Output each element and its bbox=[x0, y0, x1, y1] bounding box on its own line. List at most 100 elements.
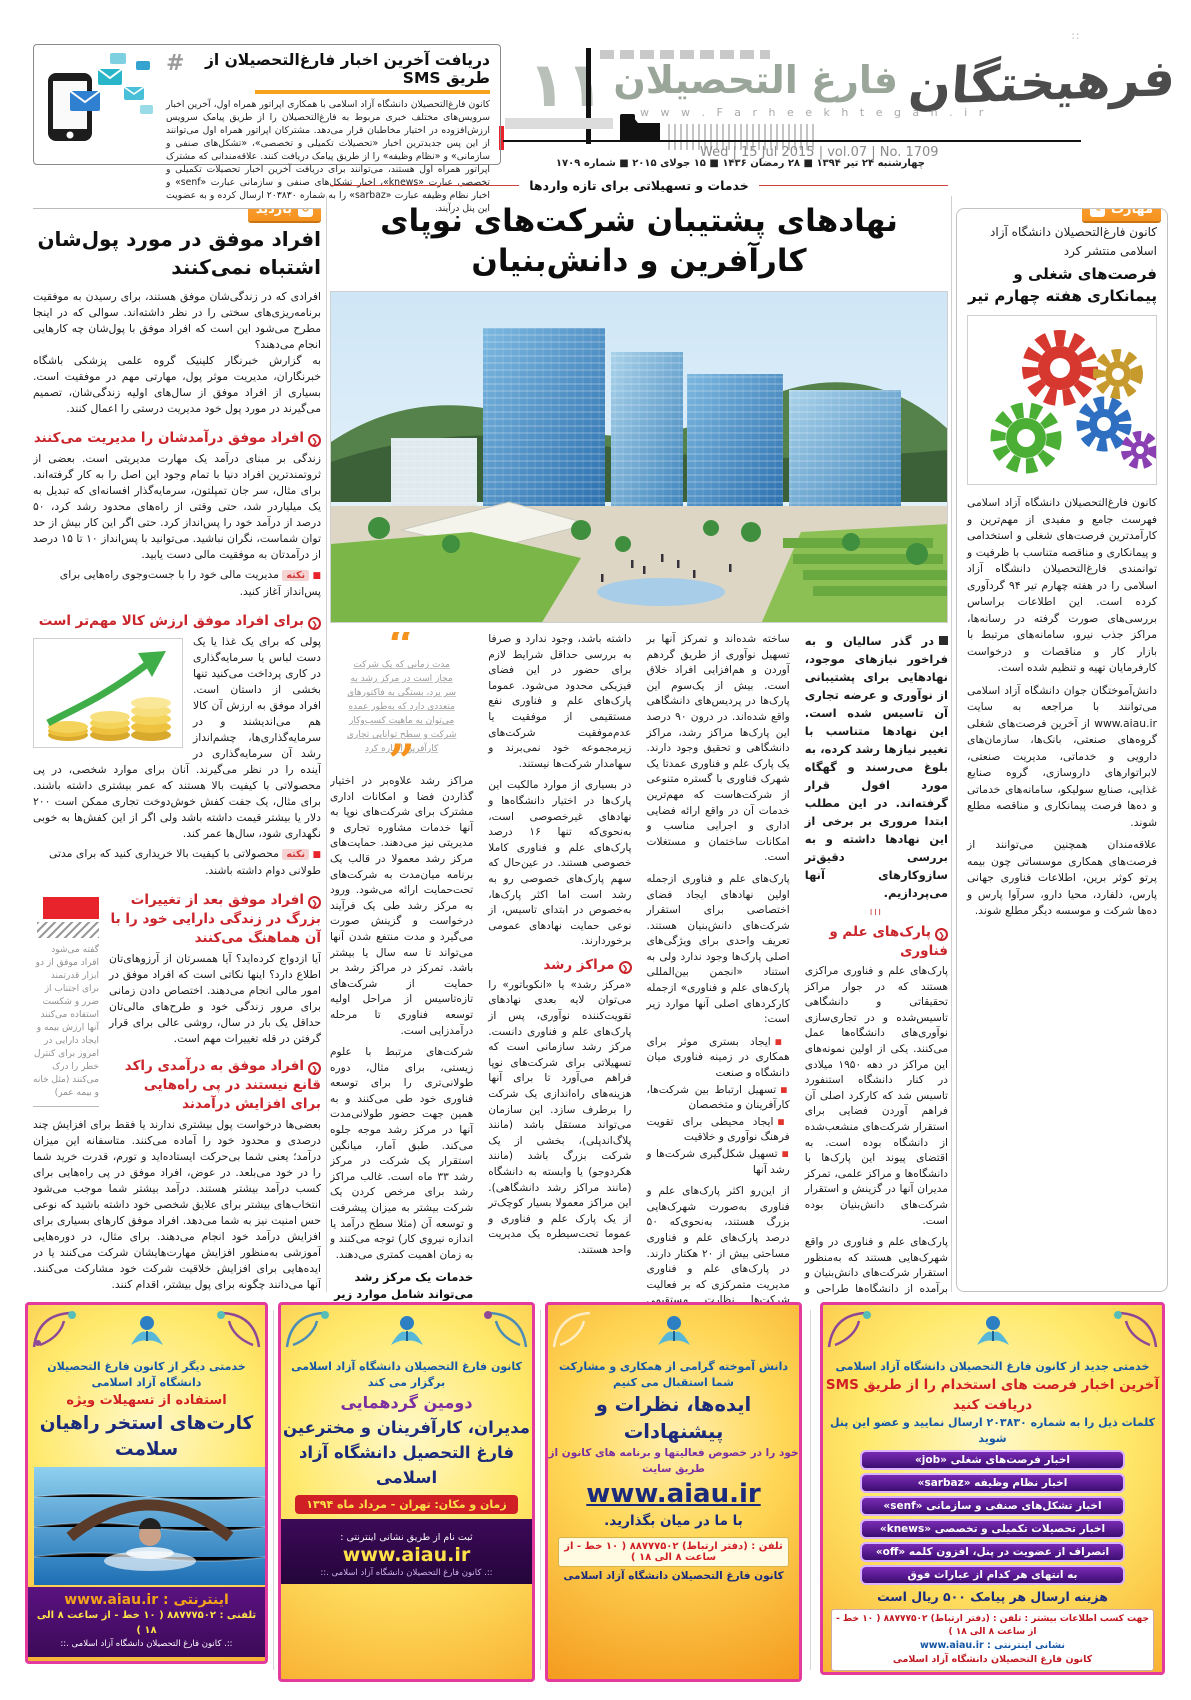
visit-intro: به گزارش خبرنگار کلینیک گروه علمی پزشکی … bbox=[33, 354, 321, 415]
ad2-line2: دومین گردهمایی bbox=[340, 1393, 473, 1412]
arrow-circle-icon: ❮ bbox=[308, 434, 321, 447]
list-item: تسهیل شکل‌گیری شرکت‌ها و رشد آنها bbox=[647, 1146, 790, 1178]
ad1-footer: اینترنتی : www.aiau.ir تلفنی : ۸۸۷۷۷۵۰۲ … bbox=[28, 1587, 265, 1657]
science-park-render-image bbox=[330, 291, 948, 623]
visit-tab-icon: ↻ bbox=[298, 209, 313, 217]
skill-paragraph: علاقه‌مندان همچنین می‌توانند از فرصت‌های… bbox=[967, 838, 1157, 917]
ad3-line1: دانش آموخته گرامی از همکاری و مشارکت شما… bbox=[559, 1360, 788, 1389]
visit-section-3: گفته می‌شود افراد موفق از دو ابزار قدرتم… bbox=[33, 891, 321, 1292]
visit-section-body: بعضی‌ها درخواست پول بیشتری ندارند یا فقط… bbox=[33, 1118, 321, 1291]
ad-sms-job-news: خدمتی جدید از کانون فارغ التحصیلان دانشگ… bbox=[820, 1302, 1165, 1675]
sms-keyword-pill: اخبار فرصت‌های شغلی «job» bbox=[860, 1450, 1125, 1470]
ad3-line3: با ما در میان بگذارید. bbox=[604, 1513, 743, 1529]
ad4-info-phone: جهت کسب اطلاعات بیشتر : تلفن : (دفتر ارت… bbox=[836, 1614, 1149, 1637]
alumni-association-logo bbox=[823, 1311, 1162, 1357]
floral-ornament bbox=[1114, 1311, 1158, 1348]
newspaper-website: w w w . F a r h e e k h t e g a n . i r bbox=[640, 106, 988, 119]
ad1-website: اینترنتی : www.aiau.ir bbox=[64, 1592, 229, 1608]
column-divider bbox=[326, 196, 327, 1292]
sms-keyword-pill: اخبار نظام وظیفه «sarbaz» bbox=[860, 1473, 1125, 1493]
ad-divider bbox=[273, 1310, 274, 1670]
services-list-title: خدمات یک مرکز رشد می‌تواند شامل موارد زی… bbox=[334, 1270, 474, 1302]
visit-section-tab: ↻ بازدید bbox=[247, 209, 321, 221]
ad2-website: www.aiau.ir bbox=[342, 1544, 471, 1566]
main-paragraph: پارک‌های علم و فناوری ازجمله اولین نهاده… bbox=[646, 872, 790, 1026]
main-subhead-incubators: ❮مراکز رشد bbox=[488, 956, 632, 975]
visit-intro: افرادی که در زندگی‌شان موفق هستند، برای … bbox=[33, 290, 321, 351]
swimmer-photo bbox=[33, 1467, 265, 1585]
ad3-phone-bar: تلفن : (دفتر ارتباط) ۸۸۷۷۷۵۰۲ ( ۱۰ خط - … bbox=[558, 1537, 789, 1567]
visit-subhead: ❮افراد موفق بعد از تغییرات بزرگ در زندگی… bbox=[110, 892, 321, 946]
skill-paragraph: دانش‌آموختگان جوان دانشگاه آزاد اسلامی م… bbox=[967, 683, 1157, 829]
ad2-organization: ::. کانون فارغ التحصیلان دانشگاه آزاد اس… bbox=[320, 1568, 493, 1578]
sms-box-accent-underline bbox=[255, 90, 490, 94]
section-title: فارغ التحصیلان bbox=[613, 58, 898, 102]
main-paragraph: از این‌رو اکثر پارک‌های علم و فناوری به‌… bbox=[488, 633, 790, 1307]
main-paragraph: پارک‌های علم و فناوری مراکزی هستند که در… bbox=[804, 965, 948, 1227]
ad-divider bbox=[810, 1310, 811, 1670]
floral-ornament bbox=[484, 1311, 528, 1348]
skill-section-tab: مهارت ✎ bbox=[1081, 209, 1161, 221]
arrow-circle-icon: ❮ bbox=[308, 617, 321, 630]
header-divider-bar bbox=[586, 48, 591, 144]
ad2-footer: ثبت نام از طریق نشانی اینترنتی : www.aia… bbox=[281, 1519, 532, 1584]
ad4-info-organization: کانون فارغ التحصیلان دانشگاه آزاد اسلامی bbox=[892, 1654, 1093, 1665]
ad3-line2: خود را در خصوص فعالیتها و برنامه های کان… bbox=[548, 1447, 799, 1475]
list-item: ایجاد محیطی برای تقویت فرهنگ نوآوری و خل… bbox=[647, 1114, 790, 1146]
tip-label: نکته bbox=[282, 570, 310, 581]
ad3-organization: کانون فارغ التحصیلان دانشگاه آزاد اسلامی bbox=[563, 1570, 784, 1582]
main-paragraph: شرکت‌های مرتبط با علوم زیستی، برای مثال،… bbox=[330, 1046, 474, 1261]
skill-title: فرصت‌های شغلی و پیمانکاری هفته چهارم تیر bbox=[968, 265, 1157, 305]
tip-note: ■ نکته مدیریت مالی خود را با جست‌وجوی را… bbox=[59, 568, 321, 598]
ad1-title: کارت‌های استخر راهیان سلامت bbox=[39, 1413, 254, 1460]
close-quote-icon: ” bbox=[388, 734, 415, 788]
sms-keyword-pill: به انتهای هر کدام از عبارات فوق bbox=[860, 1565, 1125, 1585]
floral-ornament bbox=[32, 1311, 76, 1348]
ad1-organization: ::. کانون فارغ التحصیلان دانشگاه آزاد اس… bbox=[60, 1639, 233, 1649]
ad2-line3: مدیران، کارآفرینان و مخترعین bbox=[283, 1418, 530, 1437]
visit-headline: افراد موفق در مورد پول‌شان اشتباه نمی‌کن… bbox=[37, 227, 321, 279]
ad3-website: www.aiau.ir bbox=[586, 1479, 761, 1509]
ad4-info-website: نشانی اینترنتی : www.aiau.ir bbox=[920, 1640, 1065, 1651]
section-separator: III bbox=[869, 908, 883, 917]
pull-quote: “ مدت زمانی که یک شرکت مجاز است در مرکز … bbox=[346, 632, 458, 788]
alumni-association-logo bbox=[28, 1311, 265, 1357]
header-red-tick bbox=[499, 126, 504, 150]
sms-keyword-pill: انصراف از عضویت در پنل، افزون کلمه «off» bbox=[860, 1542, 1125, 1562]
visit-article: ↻ بازدید افراد موفق در مورد پول‌شان اشتب… bbox=[33, 208, 321, 1292]
visit-section-body: پولی که برای یک غذا یا یک دست لباس یا سر… bbox=[33, 635, 321, 840]
main-headline: نهادهای پشتیبان شرکت‌های نوپای کارآفرین … bbox=[380, 203, 898, 279]
main-lead: در گذر سالیان و به فراخور نیازهای موجود،… bbox=[804, 634, 948, 900]
header-gray-bar bbox=[505, 118, 613, 129]
floral-ornament bbox=[217, 1311, 261, 1348]
main-kicker-row: خدمات و تسهیلاتی برای تازه واردها bbox=[330, 178, 948, 193]
red-square-icon: ■ bbox=[312, 850, 321, 860]
folder-icon bbox=[618, 112, 662, 148]
main-paragraph: در بسیاری از موارد مالکیت این پارک‌ها در… bbox=[488, 779, 632, 948]
list-item: ایجاد بستری موثر برای همکاری در زمینه فن… bbox=[647, 1034, 790, 1082]
main-paragraph: «مرکز رشد» یا «انکوباتور» را می‌توان لای… bbox=[488, 978, 632, 1256]
arrow-circle-icon: ❮ bbox=[308, 1062, 321, 1075]
visit-subhead: ❮افراد موفق درآمدشان را مدیریت می‌کنند bbox=[33, 429, 321, 448]
lead-square-marker bbox=[939, 636, 948, 645]
kicker-rule bbox=[330, 185, 520, 186]
ad-gathering: کانون فارغ التحصیلان دانشگاه آزاد اسلامی… bbox=[278, 1302, 535, 1682]
main-article: خدمات و تسهیلاتی برای تازه واردها نهادها… bbox=[330, 178, 948, 1310]
open-quote-icon: “ bbox=[388, 632, 415, 672]
skill-kicker: کانون فارغ‌التحصیلان دانشگاه آزاد اسلامی… bbox=[990, 225, 1157, 258]
ad1-line2: استفاده از تسهیلات ویژه bbox=[66, 1393, 227, 1408]
red-block-decoration bbox=[43, 897, 99, 919]
alumni-association-logo bbox=[548, 1311, 799, 1357]
registration-marks: ∷ bbox=[1072, 30, 1081, 43]
sms-keyword-pill: اخبار تحصیلات تکمیلی و تخصصی «knews» bbox=[860, 1519, 1125, 1539]
ad4-line3: کلمات ذیل را به شماره ۲۰۳۸۳۰ ارسال نمایی… bbox=[829, 1416, 1156, 1445]
ad-pool-cards: خدمتی دیگر از کانون فارغ التحصیلان دانشگ… bbox=[25, 1302, 268, 1664]
skill-article: مهارت ✎ کانون فارغ‌التحصیلان دانشگاه آزا… bbox=[956, 208, 1168, 1292]
main-article-text: در گذر سالیان و به فراخور نیازهای موجود،… bbox=[330, 632, 948, 1310]
ad-ideas-suggestions: دانش آموخته گرامی از همکاری و مشارکت شما… bbox=[545, 1302, 802, 1682]
arrow-circle-icon: ❮ bbox=[935, 928, 948, 941]
main-paragraph: پارک‌های علم و فناوری در واقع شهرک‌هایی … bbox=[646, 633, 949, 1295]
ad4-line2: آخرین اخبار فرصت های استخدام را از طریق … bbox=[825, 1377, 1160, 1413]
side-quote-text: گفته می‌شود افراد موفق از دو ابزار قدرتم… bbox=[33, 944, 99, 1107]
